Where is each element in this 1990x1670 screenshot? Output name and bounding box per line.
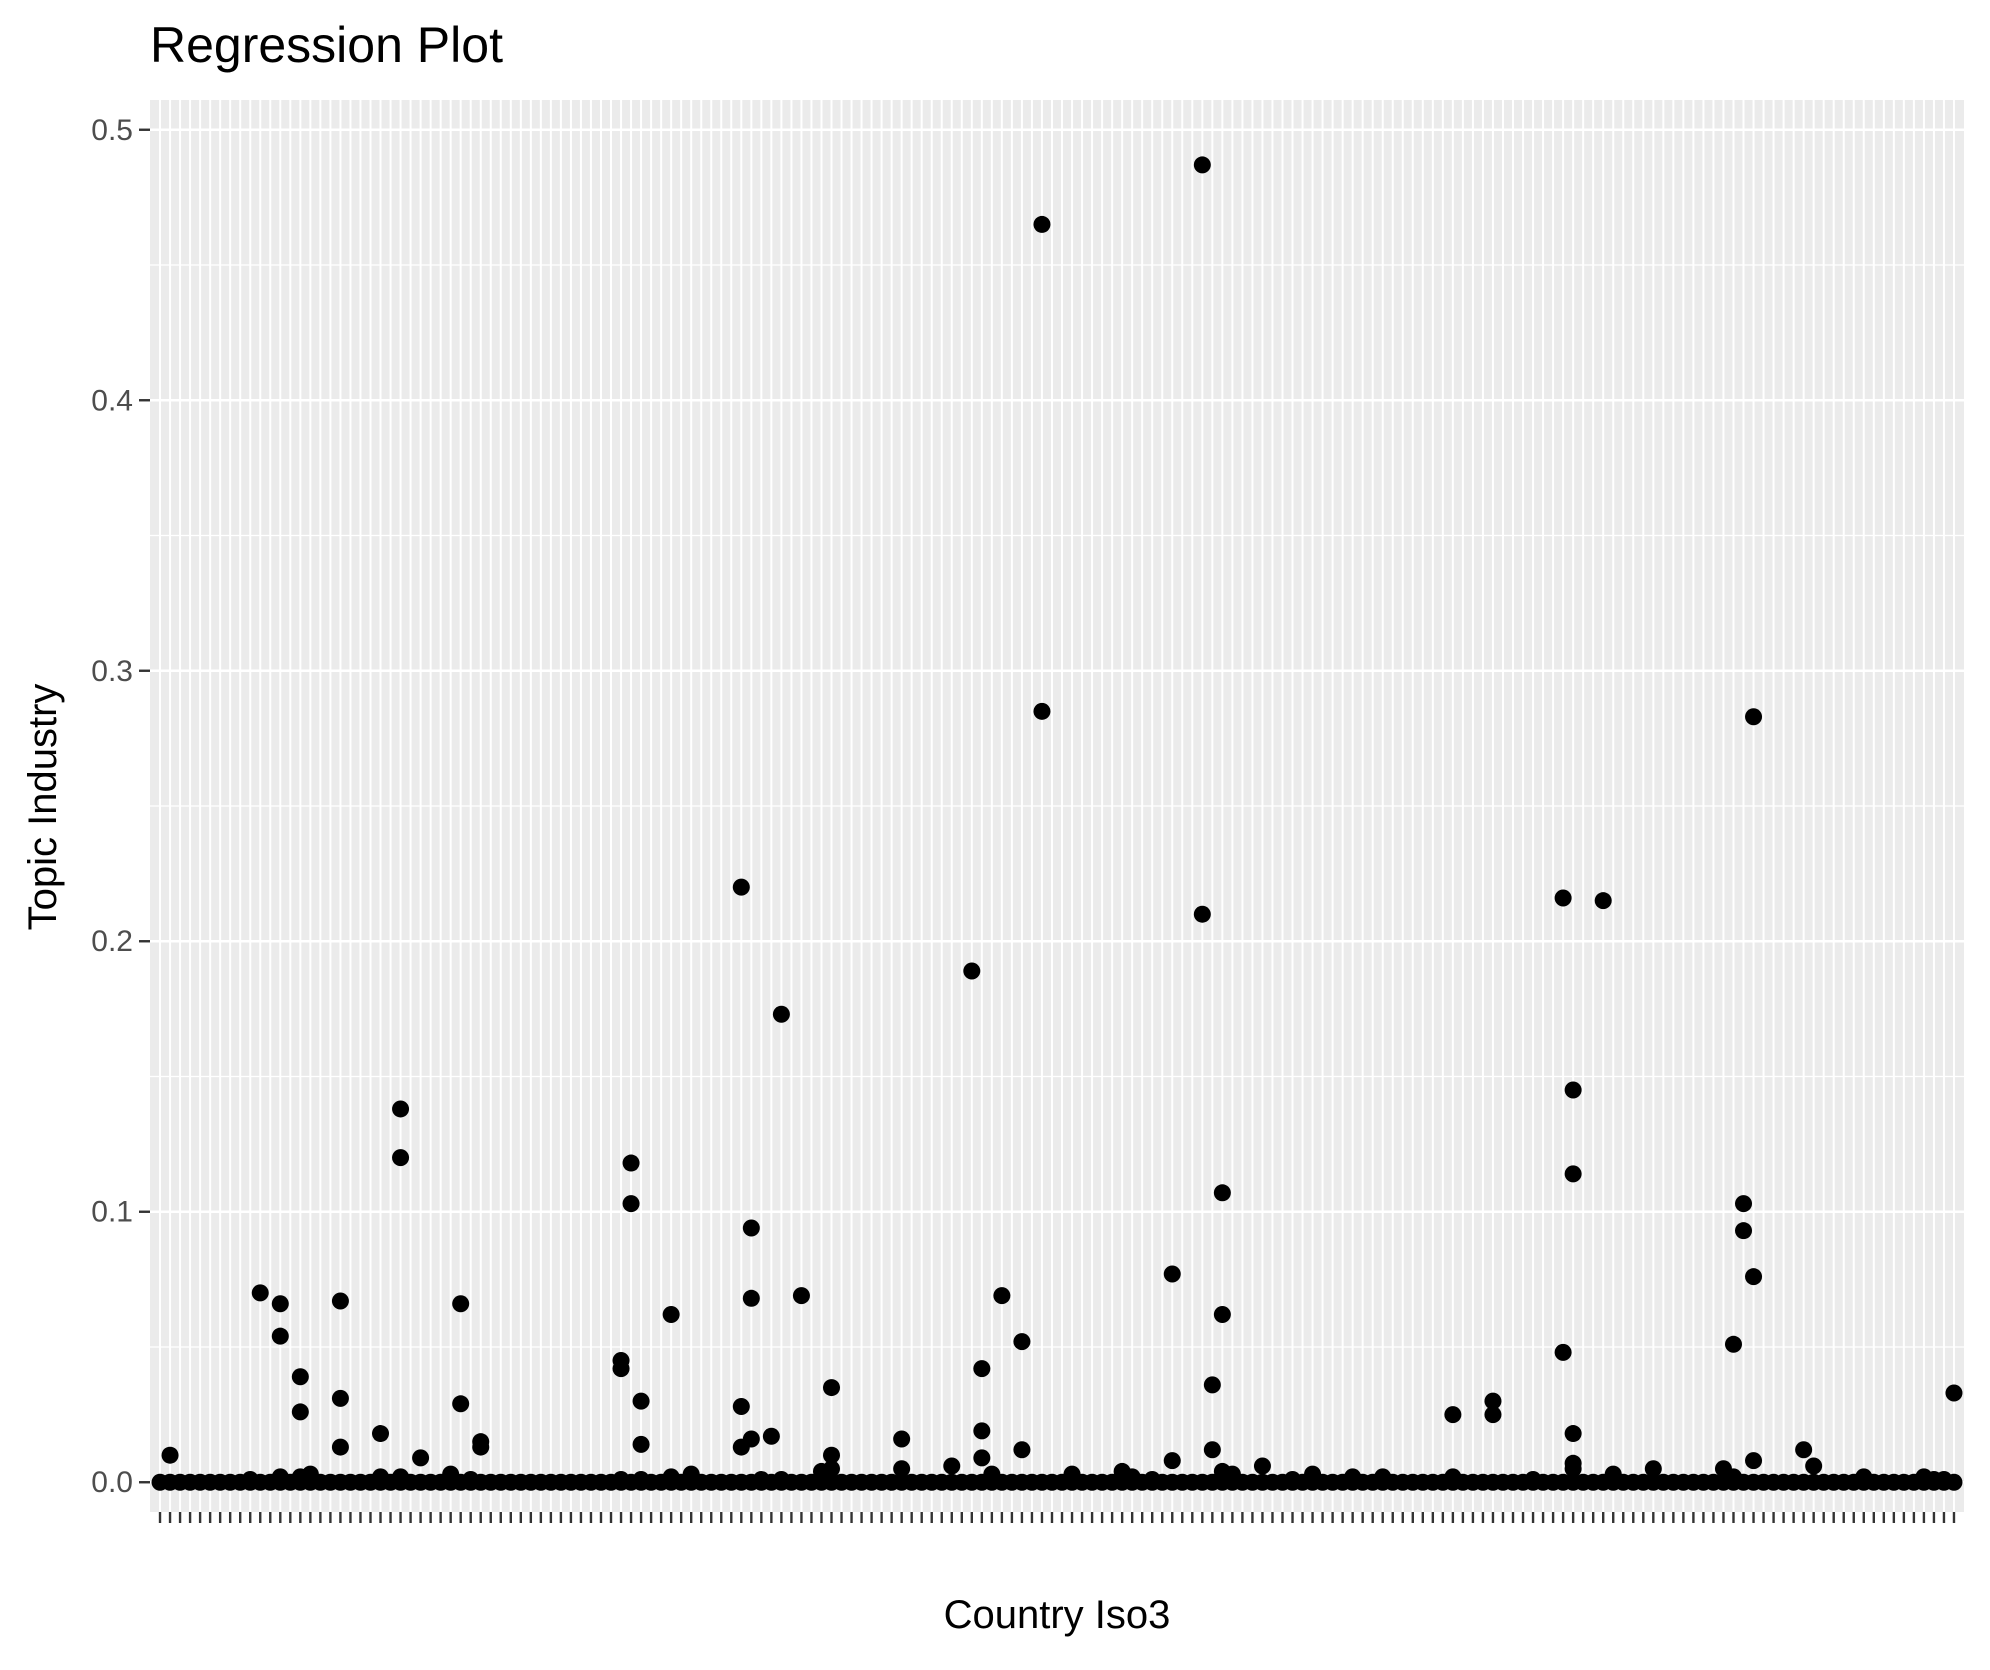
- data-point: [732, 1398, 750, 1416]
- data-point: [1193, 905, 1211, 923]
- y-tick-label: 0.4: [91, 384, 133, 417]
- data-point: [622, 1195, 640, 1213]
- data-point: [1795, 1441, 1813, 1459]
- y-axis: 0.0 0.1 0.2 0.3 0.4 0.5: [91, 114, 150, 1499]
- data-point: [973, 1422, 991, 1440]
- data-point: [1554, 1343, 1572, 1361]
- data-point: [742, 1219, 760, 1237]
- data-point: [271, 1327, 289, 1345]
- chart-title: Regression Plot: [150, 17, 503, 73]
- data-point: [1163, 1265, 1181, 1283]
- data-point: [271, 1295, 289, 1313]
- data-point: [1945, 1384, 1963, 1402]
- data-point: [1644, 1460, 1662, 1478]
- data-point: [1033, 702, 1051, 720]
- data-point: [1213, 1306, 1231, 1324]
- data-point: [1735, 1195, 1753, 1213]
- data-point: [632, 1435, 650, 1453]
- data-point: [1193, 156, 1211, 174]
- data-point: [331, 1292, 349, 1310]
- data-point: [1554, 889, 1572, 907]
- data-point: [973, 1360, 991, 1378]
- data-point: [823, 1446, 841, 1464]
- data-point: [762, 1427, 780, 1445]
- data-point: [291, 1403, 309, 1421]
- data-point: [1484, 1406, 1502, 1424]
- data-point: [1564, 1081, 1582, 1099]
- data-point: [472, 1433, 490, 1451]
- data-point: [1594, 892, 1612, 910]
- x-axis: [158, 1512, 1956, 1523]
- data-point: [792, 1287, 810, 1305]
- data-point: [1203, 1441, 1221, 1459]
- data-point: [943, 1457, 961, 1475]
- y-tick-label: 0.0: [91, 1466, 133, 1499]
- y-tick-label: 0.5: [91, 114, 133, 147]
- data-point: [893, 1460, 911, 1478]
- data-point: [893, 1430, 911, 1448]
- data-point: [632, 1392, 650, 1410]
- data-point: [973, 1449, 991, 1467]
- data-point: [732, 878, 750, 896]
- y-tick-label: 0.1: [91, 1196, 133, 1229]
- x-axis-title: Country Iso3: [944, 1593, 1171, 1637]
- data-point: [622, 1154, 640, 1172]
- data-point: [161, 1446, 179, 1464]
- data-points: [151, 156, 1963, 1491]
- data-point: [412, 1449, 430, 1467]
- data-point: [612, 1352, 630, 1370]
- data-point: [1745, 708, 1763, 726]
- data-point: [1564, 1454, 1582, 1472]
- data-point: [1724, 1335, 1742, 1353]
- data-point: [1253, 1457, 1271, 1475]
- data-point: [993, 1287, 1011, 1305]
- data-point: [1564, 1425, 1582, 1443]
- data-point: [1484, 1392, 1502, 1410]
- data-point: [1945, 1473, 1963, 1491]
- data-point: [1745, 1268, 1763, 1286]
- data-point: [1735, 1222, 1753, 1240]
- data-point: [1564, 1165, 1582, 1183]
- data-point: [1805, 1457, 1823, 1475]
- data-point: [331, 1438, 349, 1456]
- data-point: [1203, 1376, 1221, 1394]
- data-point: [452, 1395, 470, 1413]
- data-point: [1213, 1184, 1231, 1202]
- data-point: [1013, 1333, 1031, 1351]
- y-axis-title: Topic Industry: [21, 684, 65, 931]
- y-tick-label: 0.3: [91, 655, 133, 688]
- data-point: [963, 962, 981, 980]
- data-point: [823, 1379, 841, 1397]
- data-point: [291, 1368, 309, 1386]
- data-point: [1033, 215, 1051, 233]
- data-point: [372, 1425, 390, 1443]
- data-point: [1444, 1406, 1462, 1424]
- data-point: [1013, 1441, 1031, 1459]
- data-point: [1163, 1452, 1181, 1470]
- data-point: [1745, 1452, 1763, 1470]
- data-point: [331, 1389, 349, 1407]
- data-point: [742, 1289, 760, 1307]
- data-point: [772, 1005, 790, 1023]
- data-point: [452, 1295, 470, 1313]
- data-point: [742, 1430, 760, 1448]
- data-point: [662, 1306, 680, 1324]
- data-point: [251, 1284, 269, 1302]
- y-tick-label: 0.2: [91, 925, 133, 958]
- data-point: [823, 1460, 841, 1478]
- data-point: [392, 1149, 410, 1167]
- data-point: [392, 1100, 410, 1118]
